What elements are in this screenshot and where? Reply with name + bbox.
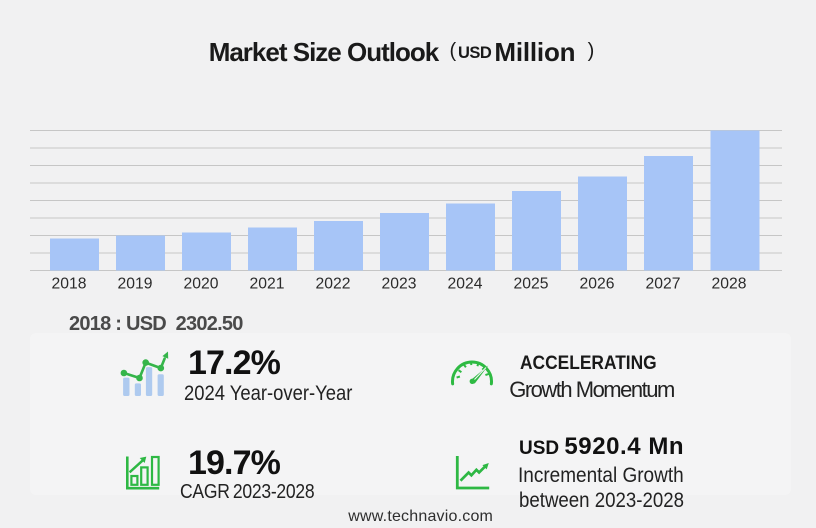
svg-text:2022: 2022 <box>316 276 351 293</box>
svg-text:2021: 2021 <box>250 276 285 293</box>
svg-text:2026: 2026 <box>580 276 615 293</box>
svg-text:2018: 2018 <box>52 276 87 293</box>
svg-text:2025: 2025 <box>514 276 549 293</box>
svg-text:2020: 2020 <box>184 276 219 293</box>
svg-text:2028: 2028 <box>712 276 747 293</box>
svg-text:2027: 2027 <box>646 276 681 293</box>
svg-text:2019: 2019 <box>118 276 153 293</box>
svg-text:2024: 2024 <box>448 276 483 293</box>
svg-text:2023: 2023 <box>382 276 417 293</box>
